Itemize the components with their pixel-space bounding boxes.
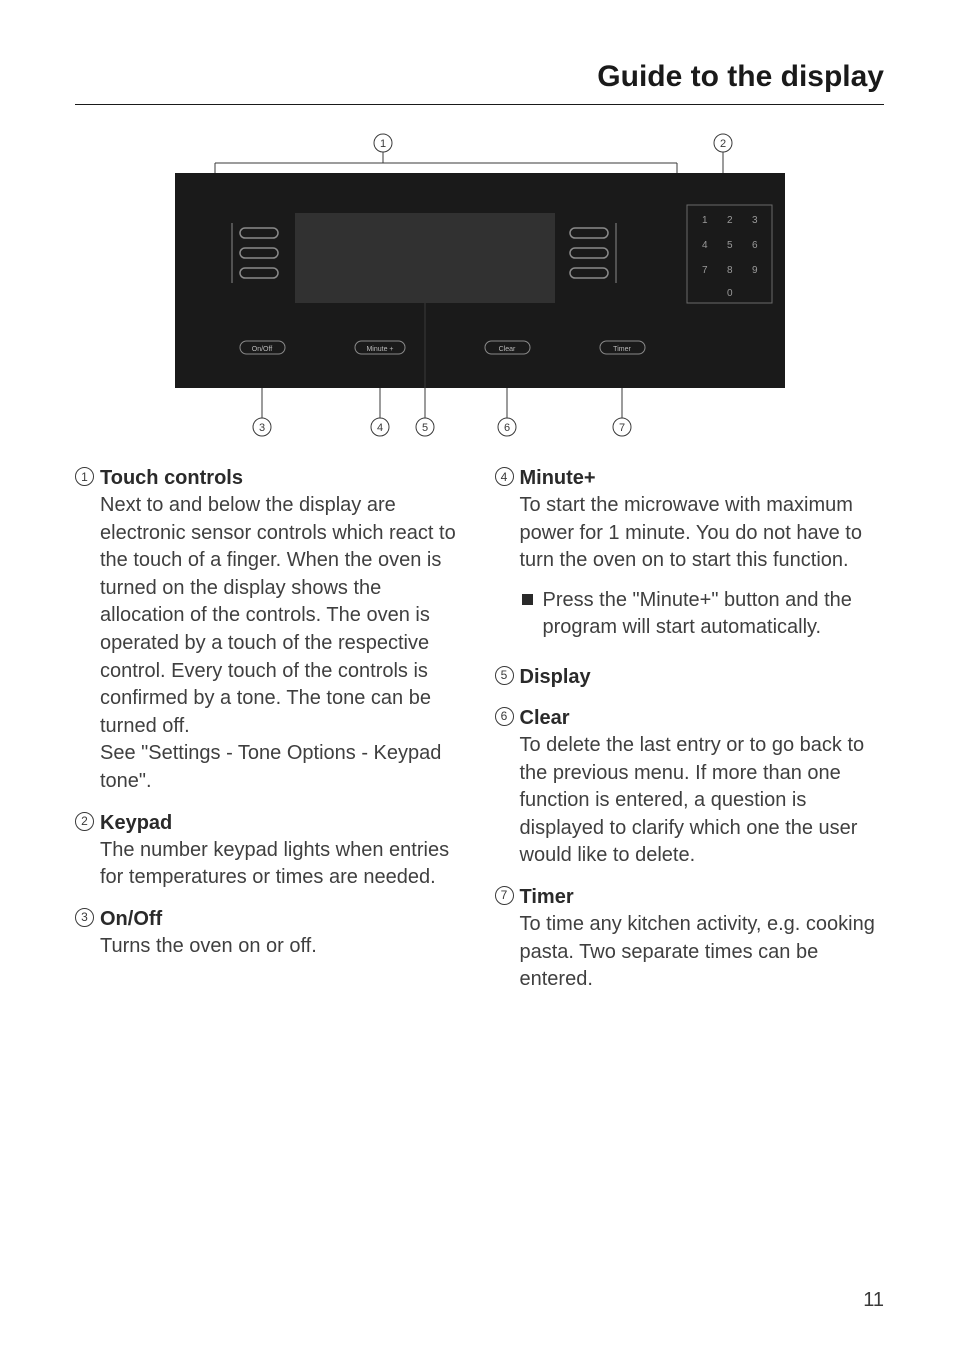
svg-text:3: 3 [258,422,264,434]
right-column: 4 Minute+ To start the microwave with ma… [495,465,885,1008]
item-desc: Next to and below the display are electr… [100,492,465,796]
svg-text:0: 0 [727,288,733,299]
item-keypad: 2 Keypad The number keypad lights when e… [75,810,465,892]
svg-text:1: 1 [379,138,385,150]
svg-text:Timer: Timer [613,346,631,353]
item-desc: The number keypad lights when entries fo… [100,837,465,892]
svg-text:4: 4 [702,240,708,251]
svg-text:2: 2 [719,138,725,150]
item-desc: To start the microwave with maximum powe… [520,492,885,575]
item-display: 5 Display [495,664,885,691]
item-title: On/Off [100,906,465,933]
item-touch-controls: 1 Touch controls Next to and below the d… [75,465,465,796]
item-onoff: 3 On/Off Turns the oven on or off. [75,906,465,961]
svg-text:On/Off: On/Off [251,346,272,353]
callout-number: 4 [495,467,514,486]
page-number: 11 [863,1289,884,1312]
svg-text:5: 5 [727,240,733,251]
callout-number: 1 [75,467,94,486]
svg-text:7: 7 [618,422,624,434]
item-title: Timer [520,884,885,911]
item-title: Keypad [100,810,465,837]
svg-text:7: 7 [702,265,708,276]
callout-number: 5 [495,666,514,685]
callout-number: 7 [495,886,514,905]
item-minute-plus: 4 Minute+ To start the microwave with ma… [495,465,885,650]
svg-text:Minute +: Minute + [366,346,393,353]
svg-text:6: 6 [752,240,758,251]
control-panel-diagram: 1 2 1 2 3 4 5 6 7 8 9 0 [75,133,884,443]
item-timer: 7 Timer To time any kitchen activity, e.… [495,884,885,994]
description-columns: 1 Touch controls Next to and below the d… [75,465,884,1008]
item-title: Touch controls [100,465,465,492]
left-column: 1 Touch controls Next to and below the d… [75,465,465,1008]
svg-text:1: 1 [702,215,708,226]
svg-text:5: 5 [421,422,427,434]
item-title: Clear [520,705,885,732]
item-title: Minute+ [520,465,885,492]
svg-text:8: 8 [727,265,733,276]
item-desc: Turns the oven on or off. [100,933,465,961]
bullet-square-icon [522,594,533,605]
callout-number: 6 [495,707,514,726]
callout-number: 2 [75,812,94,831]
item-desc: To delete the last entry or to go back t… [520,732,885,870]
svg-text:9: 9 [752,265,758,276]
item-desc: To time any kitchen activity, e.g. cooki… [520,911,885,994]
svg-text:4: 4 [376,422,382,434]
page-title: Guide to the display [75,60,884,105]
bullet-item: Press the "Minute+" button and the progr… [520,587,885,642]
bullet-text: Press the "Minute+" button and the progr… [543,587,885,642]
svg-text:3: 3 [752,215,758,226]
svg-text:2: 2 [727,215,733,226]
svg-text:6: 6 [503,422,509,434]
callout-number: 3 [75,908,94,927]
item-title: Display [520,664,885,691]
item-clear: 6 Clear To delete the last entry or to g… [495,705,885,870]
svg-text:Clear: Clear [498,346,515,353]
